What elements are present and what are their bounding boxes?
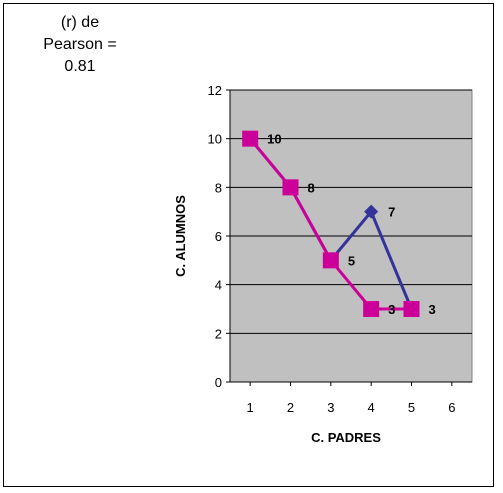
y-axis-title: C. ALUMNOS (173, 195, 188, 277)
series-2-point-1 (242, 130, 259, 147)
x-tick-label-6: 6 (448, 400, 455, 415)
y-tick-label-8: 8 (215, 180, 222, 195)
series-2-data-label-1: 10 (267, 132, 281, 147)
pearson-note: (r) de Pearson = 0.81 (30, 12, 130, 78)
series-1-data-label-4: 7 (388, 205, 395, 220)
series-2-point-4 (363, 301, 380, 317)
y-tick-label-2: 2 (215, 326, 222, 341)
y-tick-label-0: 0 (215, 375, 222, 390)
axes (226, 89, 472, 386)
pearson-note-line-2: Pearson = (43, 36, 117, 53)
y-tick-label-10: 10 (208, 132, 222, 147)
series-2-point-5 (403, 301, 420, 317)
x-tick-label-1: 1 (247, 400, 254, 415)
pearson-note-line-1: (r) de (60, 14, 100, 31)
series-2-data-label-3: 5 (348, 253, 355, 268)
series-1-point-4 (364, 204, 379, 219)
x-tick-label-5: 5 (408, 400, 415, 415)
x-axis-title: C. PADRES (311, 430, 381, 445)
x-tick-label-2: 2 (287, 400, 294, 415)
y-tick-label-6: 6 (215, 229, 222, 244)
pearson-note-line-3: 0.81 (64, 58, 96, 75)
series-2-data-label-2: 8 (308, 180, 315, 195)
y-tick-label-4: 4 (215, 278, 222, 293)
series-2-data-label-5: 3 (429, 302, 436, 317)
x-tick-label-4: 4 (368, 400, 375, 415)
series-group (242, 130, 420, 317)
series-2-point-3 (322, 252, 339, 269)
y-tick-label-12: 12 (208, 83, 222, 98)
x-tick-label-3: 3 (327, 400, 334, 415)
series-2-point-2 (282, 179, 299, 196)
series-2-data-label-4: 3 (388, 302, 395, 317)
data-labels: 7 10 8 5 3 3 (267, 132, 436, 317)
